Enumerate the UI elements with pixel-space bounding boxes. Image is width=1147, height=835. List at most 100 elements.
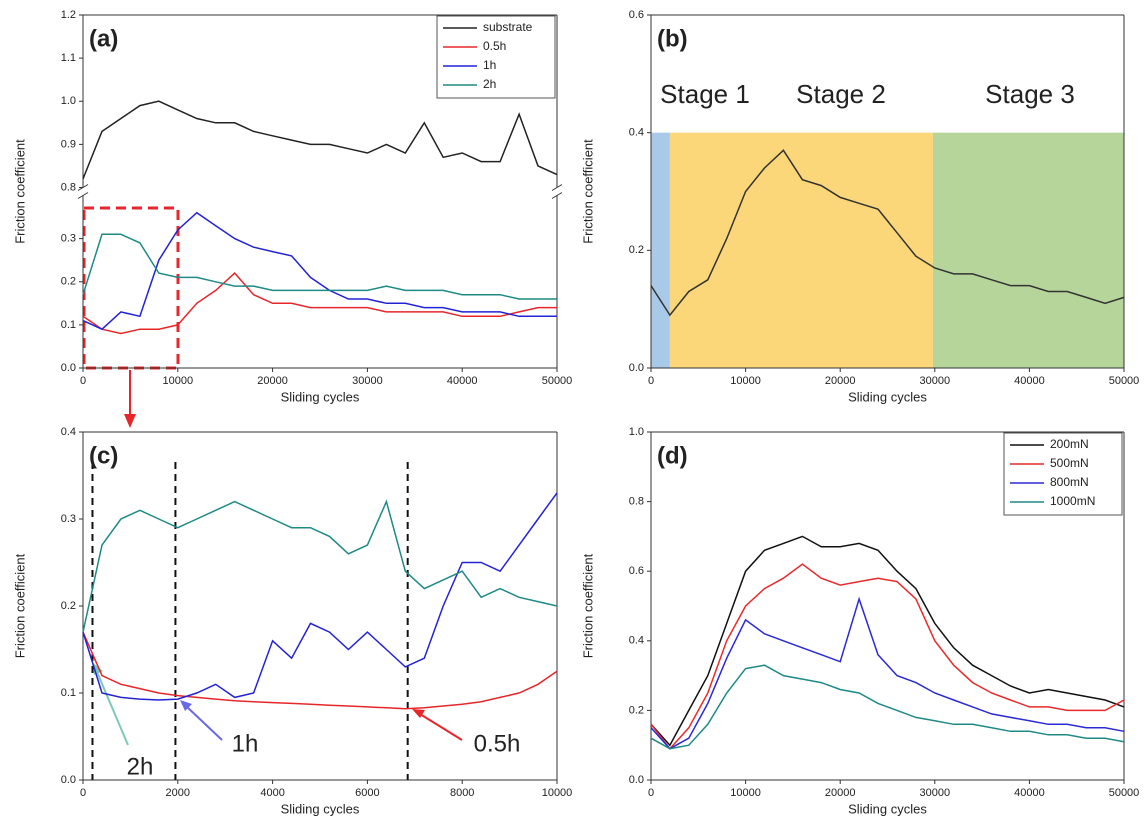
legend-label: 500mN bbox=[1050, 456, 1089, 470]
x-tick-label: 6000 bbox=[355, 787, 379, 799]
x-tick-label: 10000 bbox=[730, 375, 761, 387]
x-tick-label: 10000 bbox=[542, 787, 573, 799]
x-tick-label: 50000 bbox=[1109, 375, 1140, 387]
stage-band bbox=[669, 132, 933, 368]
axis-break bbox=[77, 192, 89, 199]
y-tick-label: 0.8 bbox=[629, 496, 644, 508]
y-tick-label: 0.0 bbox=[61, 362, 76, 374]
series-line bbox=[650, 535, 1125, 747]
x-tick-label: 30000 bbox=[352, 375, 383, 387]
panel-label: (d) bbox=[657, 442, 688, 469]
x-tick-label: 10000 bbox=[730, 787, 761, 799]
legend-label: substrate bbox=[483, 20, 533, 34]
x-tick-label: 0 bbox=[80, 375, 86, 387]
series-line bbox=[82, 499, 558, 633]
x-tick-label: 40000 bbox=[1014, 375, 1045, 387]
y-axis-label: Friction coefficient bbox=[580, 553, 595, 658]
y-tick-label: 0.2 bbox=[61, 276, 76, 288]
y-axis-label: Friction coefficient bbox=[12, 553, 27, 658]
x-tick-label: 2000 bbox=[166, 787, 190, 799]
axis-break bbox=[551, 184, 563, 191]
y-tick-label: 0.0 bbox=[629, 774, 644, 786]
background-layer bbox=[651, 132, 1124, 368]
series-line bbox=[650, 149, 1125, 317]
panel-label: (a) bbox=[89, 25, 118, 52]
x-tick-label: 8000 bbox=[450, 787, 474, 799]
x-tick-label: 10000 bbox=[163, 375, 194, 387]
x-tick-label: 20000 bbox=[257, 375, 288, 387]
x-tick-label: 40000 bbox=[447, 375, 478, 387]
stage-band bbox=[651, 132, 670, 368]
x-tick-label: 50000 bbox=[1109, 787, 1140, 799]
panel-label: (c) bbox=[89, 442, 118, 469]
x-tick-label: 20000 bbox=[825, 787, 856, 799]
zoom-arrowhead bbox=[124, 414, 136, 428]
x-tick-label: 50000 bbox=[542, 375, 573, 387]
y-tick-label: 1.0 bbox=[629, 426, 644, 438]
annotation: 2h bbox=[127, 753, 154, 780]
y-tick-label: 0.9 bbox=[61, 138, 76, 150]
legend-label: 800mN bbox=[1050, 475, 1089, 489]
series-line bbox=[82, 100, 558, 180]
annotation-arrow bbox=[185, 705, 223, 741]
x-axis-label: Sliding cycles bbox=[281, 389, 360, 404]
series-line bbox=[82, 211, 557, 331]
axis-break bbox=[551, 192, 563, 199]
x-tick-label: 40000 bbox=[1014, 787, 1045, 799]
y-tick-label: 0.8 bbox=[61, 181, 76, 193]
annotation: 1h bbox=[232, 730, 259, 757]
annotation-arrowhead bbox=[180, 700, 192, 711]
legend-label: 0.5h bbox=[483, 39, 506, 53]
y-tick-label: 0.6 bbox=[629, 565, 644, 577]
x-tick-label: 0 bbox=[648, 787, 654, 799]
stage-label: Stage 2 bbox=[796, 79, 886, 109]
annotation-arrowhead bbox=[412, 709, 425, 718]
y-tick-label: 0.3 bbox=[61, 233, 76, 245]
y-tick-label: 0.4 bbox=[61, 426, 76, 438]
stage-label: Stage 3 bbox=[985, 79, 1075, 109]
x-tick-label: 0 bbox=[80, 787, 86, 799]
y-tick-label: 0.0 bbox=[629, 362, 644, 374]
y-tick-label: 0.0 bbox=[61, 774, 76, 786]
zoom-box bbox=[82, 206, 180, 370]
y-axis-label: Friction coefficient bbox=[12, 139, 27, 244]
x-tick-label: 30000 bbox=[920, 787, 951, 799]
x-tick-label: 30000 bbox=[920, 375, 951, 387]
legend-label: 200mN bbox=[1050, 437, 1089, 451]
annotation-arrow bbox=[419, 713, 463, 741]
panel-label: (b) bbox=[657, 25, 688, 52]
y-tick-label: 1.0 bbox=[61, 95, 76, 107]
x-axis-label: Sliding cycles bbox=[848, 389, 927, 404]
annotation: 0.5h bbox=[474, 730, 521, 757]
y-tick-label: 0.3 bbox=[61, 513, 76, 525]
series-line bbox=[82, 272, 557, 335]
y-axis-label: Friction coefficient bbox=[580, 139, 595, 244]
series-line bbox=[650, 563, 1125, 750]
y-tick-label: 0.6 bbox=[629, 9, 644, 21]
stage-band bbox=[932, 132, 1124, 368]
legend-label: 1000mN bbox=[1050, 494, 1095, 508]
series-line bbox=[82, 492, 558, 701]
x-tick-label: 20000 bbox=[825, 375, 856, 387]
series-line bbox=[82, 233, 557, 300]
x-tick-label: 4000 bbox=[260, 787, 284, 799]
y-tick-label: 0.4 bbox=[629, 127, 644, 139]
stage-label: Stage 1 bbox=[660, 79, 750, 109]
x-tick-label: 0 bbox=[648, 375, 654, 387]
y-tick-label: 0.2 bbox=[629, 244, 644, 256]
legend-label: 1h bbox=[483, 58, 496, 72]
y-tick-label: 1.2 bbox=[61, 9, 76, 21]
x-axis-label: Sliding cycles bbox=[848, 801, 927, 816]
annotation-arrow bbox=[96, 671, 129, 746]
legend-label: 2h bbox=[483, 77, 496, 91]
y-tick-label: 0.1 bbox=[61, 687, 76, 699]
series-line bbox=[650, 664, 1125, 750]
y-tick-label: 0.4 bbox=[629, 635, 644, 647]
series-line bbox=[650, 596, 1125, 750]
y-tick-label: 0.1 bbox=[61, 319, 76, 331]
y-tick-label: 1.1 bbox=[61, 52, 76, 64]
y-tick-label: 0.2 bbox=[629, 704, 644, 716]
y-tick-label: 0.2 bbox=[61, 600, 76, 612]
x-axis-label: Sliding cycles bbox=[281, 801, 360, 816]
